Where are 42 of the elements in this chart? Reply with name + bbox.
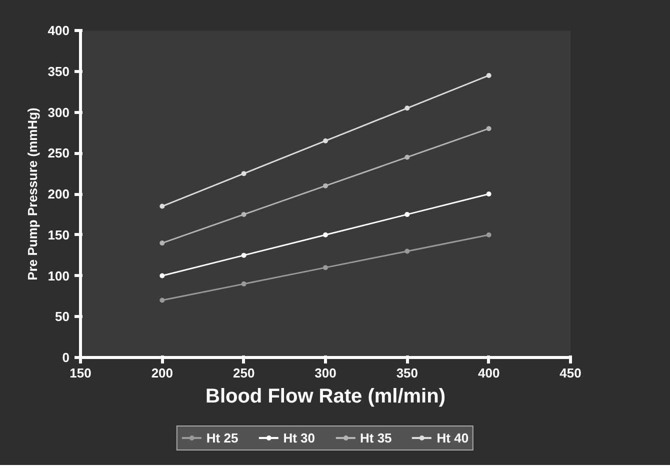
y-axis-title: Pre Pump Pressure (mmHg)	[24, 108, 40, 280]
point	[160, 240, 165, 246]
legend-label: Ht 35	[360, 430, 392, 445]
point	[486, 126, 492, 132]
y-tick-label: 250	[48, 146, 70, 161]
point	[160, 204, 165, 209]
point	[241, 281, 246, 286]
x-tick-label: 200	[151, 366, 174, 380]
x-tick-label: 150	[70, 366, 92, 380]
y-tick-label: 50	[55, 309, 70, 324]
y-tick-label: 150	[48, 227, 70, 242]
x-tick-label: 300	[314, 366, 336, 380]
point	[323, 183, 328, 188]
y-tick-label: 0	[62, 350, 70, 365]
x-tick-label: 400	[478, 366, 500, 380]
x-axis-title: Blood Flow Rate (ml/min)	[206, 386, 446, 408]
legend-label: Ht 30	[283, 430, 315, 445]
point	[486, 192, 492, 196]
point	[486, 232, 492, 238]
legend-label: Ht 40	[436, 430, 469, 445]
point	[404, 154, 410, 160]
point	[323, 138, 328, 144]
y-tick-label: 400	[48, 23, 70, 38]
x-tick-label: 250	[232, 366, 255, 380]
legend-label: Ht 25	[206, 430, 238, 445]
x-tick-label: 350	[396, 366, 418, 380]
point	[160, 273, 165, 278]
point	[241, 252, 246, 258]
point	[160, 298, 165, 303]
y-tick-label: 350	[48, 64, 70, 79]
y-tick-label: 200	[48, 186, 70, 202]
point	[404, 212, 410, 217]
x-tick-label: 450	[560, 366, 582, 380]
point	[241, 171, 246, 176]
y-tick-label: 300	[48, 104, 70, 120]
point	[323, 265, 328, 270]
point	[241, 212, 246, 217]
y-tick-label: 100	[48, 268, 70, 284]
point	[404, 106, 410, 111]
point	[486, 72, 492, 78]
point	[323, 232, 328, 238]
point	[404, 248, 410, 254]
